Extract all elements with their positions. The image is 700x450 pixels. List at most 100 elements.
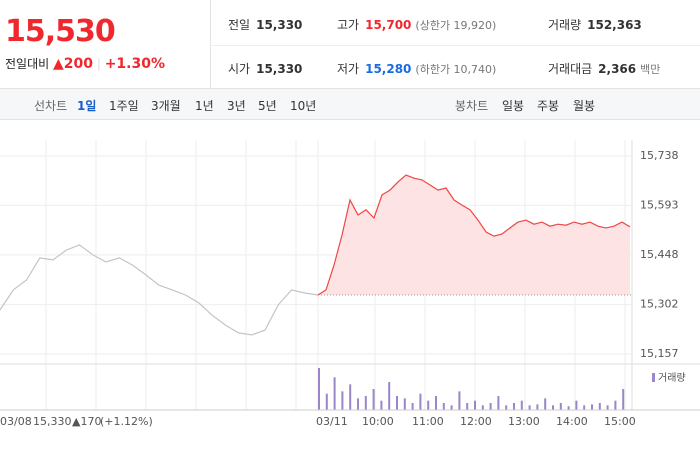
tab[interactable]: 1일 xyxy=(77,99,97,113)
volume-bar xyxy=(567,406,570,410)
volume-bar xyxy=(442,403,445,410)
change-pct: +1.30% xyxy=(104,56,166,72)
stat-sub: (하한가 10,740) xyxy=(415,63,497,76)
volume-bar xyxy=(435,396,437,410)
prev-change-pct: (+1.12%) xyxy=(100,415,153,428)
line xyxy=(0,244,319,336)
change-row: 전일대비 ▲200 | +1.30% xyxy=(5,56,166,72)
y-tick-label: 15,302 xyxy=(640,298,679,311)
tab[interactable]: 일봉 xyxy=(502,99,525,113)
x-tick-label: 13:00 xyxy=(508,415,540,428)
chart: 15,738 15,593 15,448 15,302 15,157 거래량 03/08 03… xyxy=(0,140,700,428)
stat-value: 15,280 xyxy=(365,62,412,76)
stat-label: 고가 xyxy=(337,18,360,32)
volume-bar xyxy=(552,405,554,410)
prev-price: 15,330 xyxy=(33,415,72,428)
volume-bar xyxy=(458,391,461,410)
volume-bar xyxy=(622,389,625,410)
stat-value: 15,700 xyxy=(365,18,412,32)
volume-bar xyxy=(466,403,469,410)
y-tick-label: 15,157 xyxy=(640,347,679,360)
stat: 전일 15,330 xyxy=(228,16,302,33)
volume-bar xyxy=(591,404,593,410)
change-label: 전일대비 xyxy=(5,57,50,71)
x-tick-label: 03/11 xyxy=(316,415,348,428)
divider xyxy=(210,0,211,88)
stat-label: 시가 xyxy=(228,62,251,76)
volume-bar xyxy=(364,396,367,410)
volume-bar xyxy=(450,405,453,410)
tab[interactable]: 10년 xyxy=(290,99,317,113)
volume-bar xyxy=(403,398,406,410)
volume-bar xyxy=(606,405,609,410)
volume-bar xyxy=(481,405,484,410)
volume-bar xyxy=(598,403,601,410)
volume-bar xyxy=(349,384,352,410)
volume-bar xyxy=(372,389,375,410)
stat: 시가 15,330 xyxy=(228,60,302,77)
volume-bar xyxy=(583,405,586,410)
current-price: 15,530 xyxy=(5,14,116,49)
stat-value: 15,330 xyxy=(256,18,303,32)
stat: 거래대금 2,366 백만 xyxy=(548,60,660,77)
stat: 저가 15,280 (하한가 10,740) xyxy=(337,60,496,77)
x-tick-label: 03/08 xyxy=(0,415,32,428)
x-tick-label: 15:00 xyxy=(604,415,636,428)
tab-group-label: 선차트 xyxy=(34,99,68,113)
stat-sub: 백만 xyxy=(640,63,661,76)
tab[interactable]: 월봉 xyxy=(573,99,596,113)
area xyxy=(318,175,630,296)
divider xyxy=(210,45,700,46)
stat-label: 거래대금 xyxy=(548,62,593,76)
tab[interactable]: 3개월 xyxy=(151,99,181,113)
volume-bar xyxy=(528,405,531,410)
volume-bar xyxy=(396,396,398,410)
volume-bar xyxy=(341,391,344,410)
stat-label: 저가 xyxy=(337,62,360,76)
x-tick-label: 14:00 xyxy=(556,415,588,428)
volume-bar xyxy=(427,400,430,410)
stat-sub: (상한가 19,920) xyxy=(415,19,497,32)
x-tick-label: 12:00 xyxy=(460,415,492,428)
tab[interactable]: 1주일 xyxy=(109,99,139,113)
stat-value: 152,363 xyxy=(587,18,642,32)
legend-swatch xyxy=(652,373,655,382)
volume-bar xyxy=(575,400,578,410)
volume-bar xyxy=(318,368,320,410)
legend-label: 거래량 xyxy=(658,372,686,384)
x-tick-label: 10:00 xyxy=(362,415,394,428)
stat: 고가 15,700 (상한가 19,920) xyxy=(337,16,496,33)
volume-bar xyxy=(559,403,562,410)
volume-bar xyxy=(357,398,359,410)
tab[interactable]: 1년 xyxy=(195,99,214,113)
y-tick-label: 15,448 xyxy=(640,248,679,261)
volume-bar xyxy=(520,400,523,410)
tab-bar: 선차트 1일 1주일 3개월 1년 3년 5년 10년 봉차트 일봉 주봉 월봉 xyxy=(0,88,700,120)
volume-bar xyxy=(513,403,515,410)
volume-bar xyxy=(411,403,414,410)
stat-label: 전일 xyxy=(228,18,251,32)
volume-bar xyxy=(388,382,391,410)
stat-value: 15,330 xyxy=(256,62,303,76)
volume-bar xyxy=(474,400,476,410)
stat: 거래량 152,363 xyxy=(548,16,642,33)
line xyxy=(317,174,631,296)
volume-bar xyxy=(505,405,508,410)
volume-bar xyxy=(333,377,336,410)
tab[interactable]: 3년 xyxy=(227,99,246,113)
volume-bar xyxy=(536,404,539,410)
volume-bar xyxy=(380,400,383,410)
volume-bar xyxy=(419,393,422,410)
tab-group-label: 봉차트 xyxy=(455,99,489,113)
x-tick-label: 11:00 xyxy=(412,415,444,428)
volume-bar xyxy=(497,396,500,410)
y-tick-label: 15,738 xyxy=(640,149,679,162)
stat-label: 거래량 xyxy=(548,18,582,32)
volume-bar xyxy=(489,403,492,410)
volume-bar xyxy=(614,400,617,410)
tab[interactable]: 주봉 xyxy=(537,99,560,113)
change: ▲200 xyxy=(53,56,93,72)
tab[interactable]: 5년 xyxy=(258,99,277,113)
stat-value: 2,366 xyxy=(598,62,637,76)
